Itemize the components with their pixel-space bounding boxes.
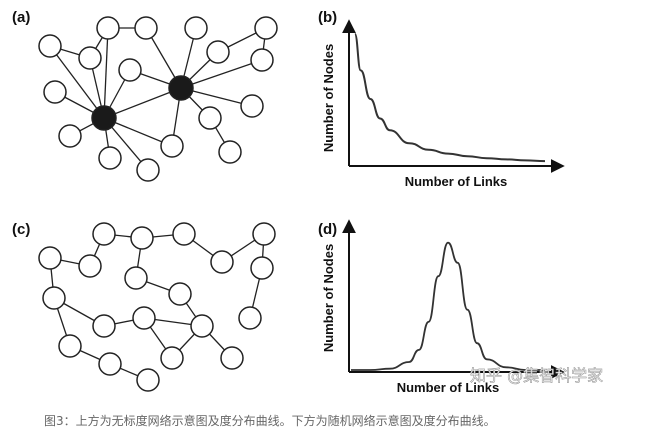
network-node: [240, 94, 264, 118]
panel-label-d: (d): [318, 221, 337, 238]
network-node: [254, 16, 278, 40]
network-node: [134, 16, 158, 40]
bell-curve: [350, 241, 545, 371]
network-node: [124, 266, 148, 290]
panel-label-b: (b): [318, 9, 337, 26]
network-node: [98, 352, 122, 376]
network-edge: [180, 59, 263, 89]
network-node: [238, 306, 262, 330]
network-node: [38, 246, 62, 270]
network-node: [210, 250, 234, 274]
network-node: [184, 16, 208, 40]
network-node: [132, 306, 156, 330]
network-node: [130, 226, 154, 250]
x-axis-label-d: Number of Links: [397, 380, 500, 395]
hub-node: [168, 75, 194, 101]
y-axis-label-d: Number of Nodes: [321, 244, 336, 352]
degree-distribution-chart-b: Number of Links Number of Nodes: [321, 19, 565, 189]
network-node: [160, 346, 184, 370]
network-node: [43, 80, 67, 104]
network-node: [206, 40, 230, 64]
degree-distribution-chart-d: Number of Links Number of Nodes: [321, 219, 565, 395]
network-edge: [103, 87, 182, 119]
network-node: [172, 222, 196, 246]
network-node: [92, 222, 116, 246]
network-node: [250, 256, 274, 280]
x-axis-label-b: Number of Links: [405, 174, 508, 189]
network-node: [78, 46, 102, 70]
network-node: [58, 124, 82, 148]
panel-label-a: (a): [12, 9, 30, 26]
network-node: [136, 368, 160, 392]
random-network-diagram: [38, 222, 276, 392]
hub-node: [91, 105, 117, 131]
network-node: [136, 158, 160, 182]
network-node: [198, 106, 222, 130]
network-node: [250, 48, 274, 72]
network-node: [168, 282, 192, 306]
network-node: [190, 314, 214, 338]
network-node: [92, 314, 116, 338]
network-node: [98, 146, 122, 170]
network-node: [42, 286, 66, 310]
y-axis-label-b: Number of Nodes: [321, 44, 336, 152]
scale-free-network-diagram: [38, 16, 278, 182]
network-node: [78, 254, 102, 278]
network-node: [218, 140, 242, 164]
network-node: [160, 134, 184, 158]
network-edge: [103, 27, 109, 119]
network-node: [220, 346, 244, 370]
network-node: [96, 16, 120, 40]
watermark-text: 知乎 @集智科学家: [470, 366, 603, 385]
network-node: [118, 58, 142, 82]
network-node: [252, 222, 276, 246]
power-law-curve: [353, 33, 546, 163]
network-edge: [49, 45, 105, 119]
figure-caption: 图3：上方为无标度网络示意图及度分布曲线。下方为随机网络示意图及度分布曲线。: [44, 414, 496, 428]
network-node: [58, 334, 82, 358]
panel-label-c: (c): [12, 221, 30, 238]
network-node: [38, 34, 62, 58]
